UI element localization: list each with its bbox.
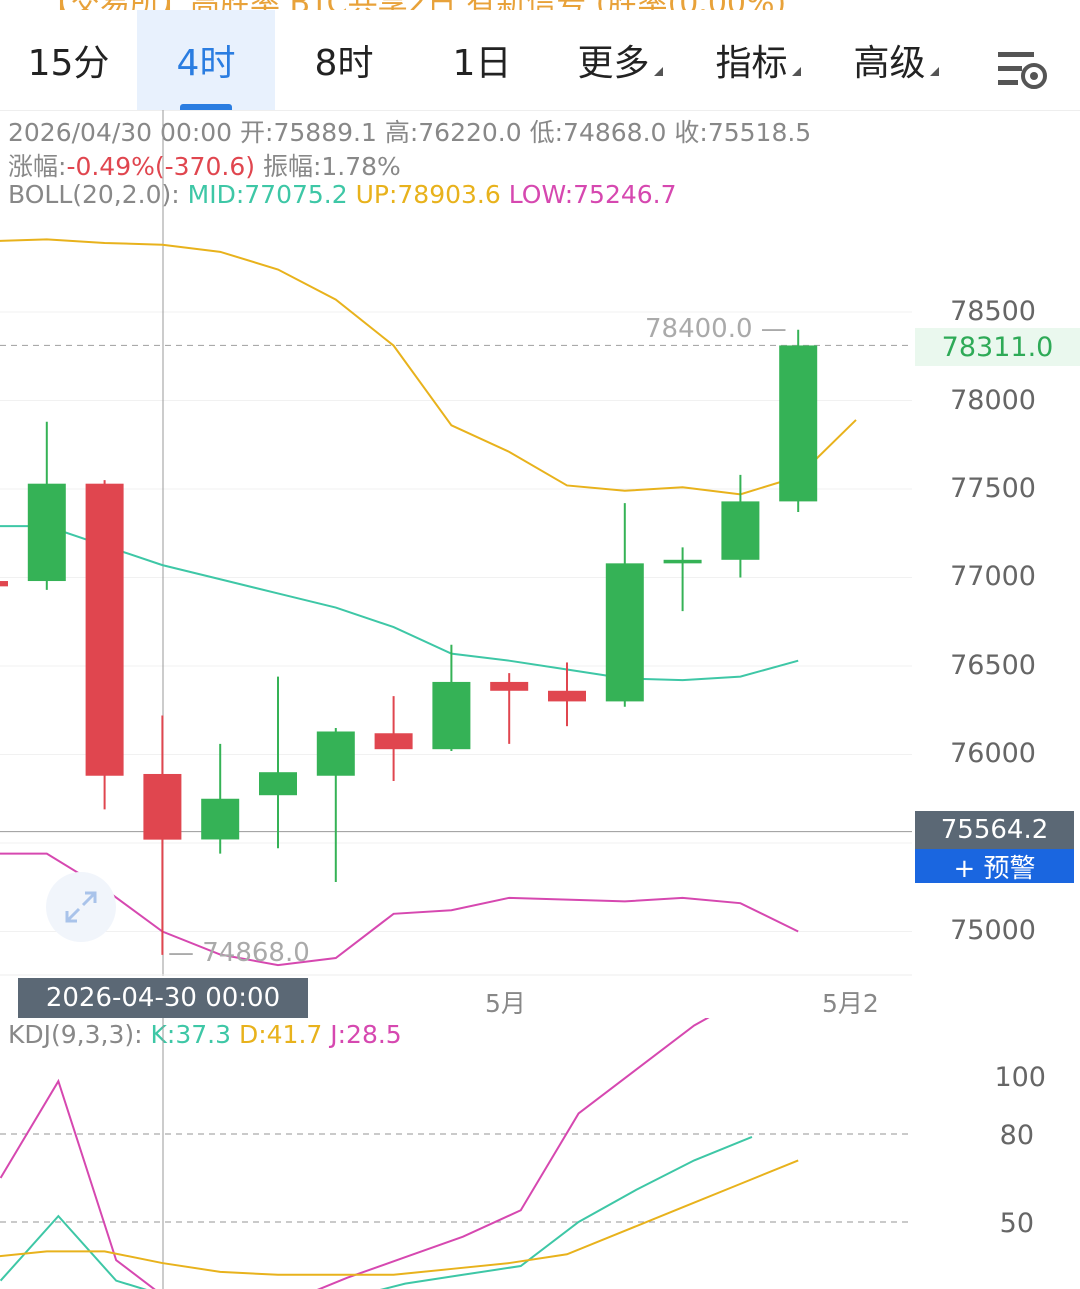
add-alert-button[interactable]: + 预警 <box>915 849 1074 884</box>
kdj-info: KDJ(9,3,3): K:37.3 D:41.7 J:28.5 <box>8 1020 402 1049</box>
kdj-j-line <box>0 1018 710 1289</box>
dropdown-caret-icon <box>791 66 801 76</box>
tab-15m[interactable]: 15分 <box>27 43 110 84</box>
candle-body <box>605 563 644 702</box>
tab-more[interactable]: 更多 <box>551 10 689 110</box>
tab-4h[interactable]: 4时 <box>137 10 275 110</box>
active-tab-indicator <box>180 104 232 110</box>
boll-info: BOLL(20,2.0): MID:77075.2 UP:78903.6 LOW… <box>8 180 677 209</box>
boll-mid-line <box>0 525 799 682</box>
tab-advanced[interactable]: 高级 <box>827 10 965 110</box>
kdj-k-line <box>0 1136 753 1289</box>
boll-lower-line <box>0 852 799 967</box>
candle-body <box>259 772 297 796</box>
dropdown-caret-icon <box>653 66 663 76</box>
crosshair-price-tag: 75564.2 <box>915 811 1074 849</box>
candle-body <box>721 501 760 560</box>
tab-indicators[interactable]: 指标 <box>689 10 827 110</box>
kdj-axis-label: 50 <box>999 1208 1034 1239</box>
kdj-axis-label: 80 <box>999 1120 1034 1151</box>
kdj-chart[interactable] <box>0 1018 912 1289</box>
candle-body <box>663 559 702 564</box>
candle-body <box>548 690 586 702</box>
price-axis-label: 78000 <box>950 385 1036 416</box>
ohlc-info: 2026/04/30 00:00 开:75889.1 高:76220.0 低:7… <box>8 118 812 147</box>
candle-body <box>374 733 413 750</box>
candle-body <box>432 681 471 750</box>
price-axis-label: 76000 <box>950 738 1036 769</box>
dropdown-caret-icon <box>929 66 939 76</box>
current-price-tag: 78311.0 <box>915 328 1080 366</box>
price-axis-label: 76500 <box>950 650 1036 681</box>
candle-body <box>779 345 818 502</box>
candle-body <box>316 731 355 776</box>
expand-chart-button[interactable] <box>46 872 116 942</box>
interval-tabs: 15分 4时 8时 1日 更多 指标 高级 <box>0 10 1080 111</box>
candle-body <box>201 798 240 840</box>
candle-body <box>0 581 8 587</box>
change-info: 涨幅:-0.49%(-370.6) 振幅:1.78% <box>8 152 401 181</box>
high-marker-label: 78400.0 — <box>645 314 787 344</box>
expand-icon <box>65 891 97 923</box>
candle-body <box>27 483 66 582</box>
kdj-d-line <box>0 1159 799 1276</box>
price-axis-label: 78500 <box>950 296 1036 327</box>
header-partial: 【交易所】高胜率 BTC共享2日 有新信号 (胜率(0.00%) <box>0 0 1080 10</box>
chart-settings-icon[interactable] <box>996 48 1050 94</box>
crosshair-date-tag: 2026-04-30 00:00 <box>18 978 308 1018</box>
time-axis-label: 5月2 <box>822 989 879 1018</box>
low-marker-label: — 74868.0 <box>168 938 310 968</box>
candle-body <box>490 681 529 691</box>
price-axis-label: 77000 <box>950 561 1036 592</box>
candle-body <box>85 483 124 776</box>
tab-1d[interactable]: 1日 <box>452 43 512 84</box>
time-axis-label: 5月 <box>485 989 526 1018</box>
boll-upper-line <box>0 238 857 496</box>
price-axis-label: 75000 <box>950 915 1036 946</box>
tab-8h[interactable]: 8时 <box>314 43 374 84</box>
candlestick-chart[interactable] <box>0 110 912 976</box>
price-axis-label: 77500 <box>950 473 1036 504</box>
kdj-axis-label: 100 <box>994 1062 1046 1093</box>
candle-body <box>143 773 182 840</box>
